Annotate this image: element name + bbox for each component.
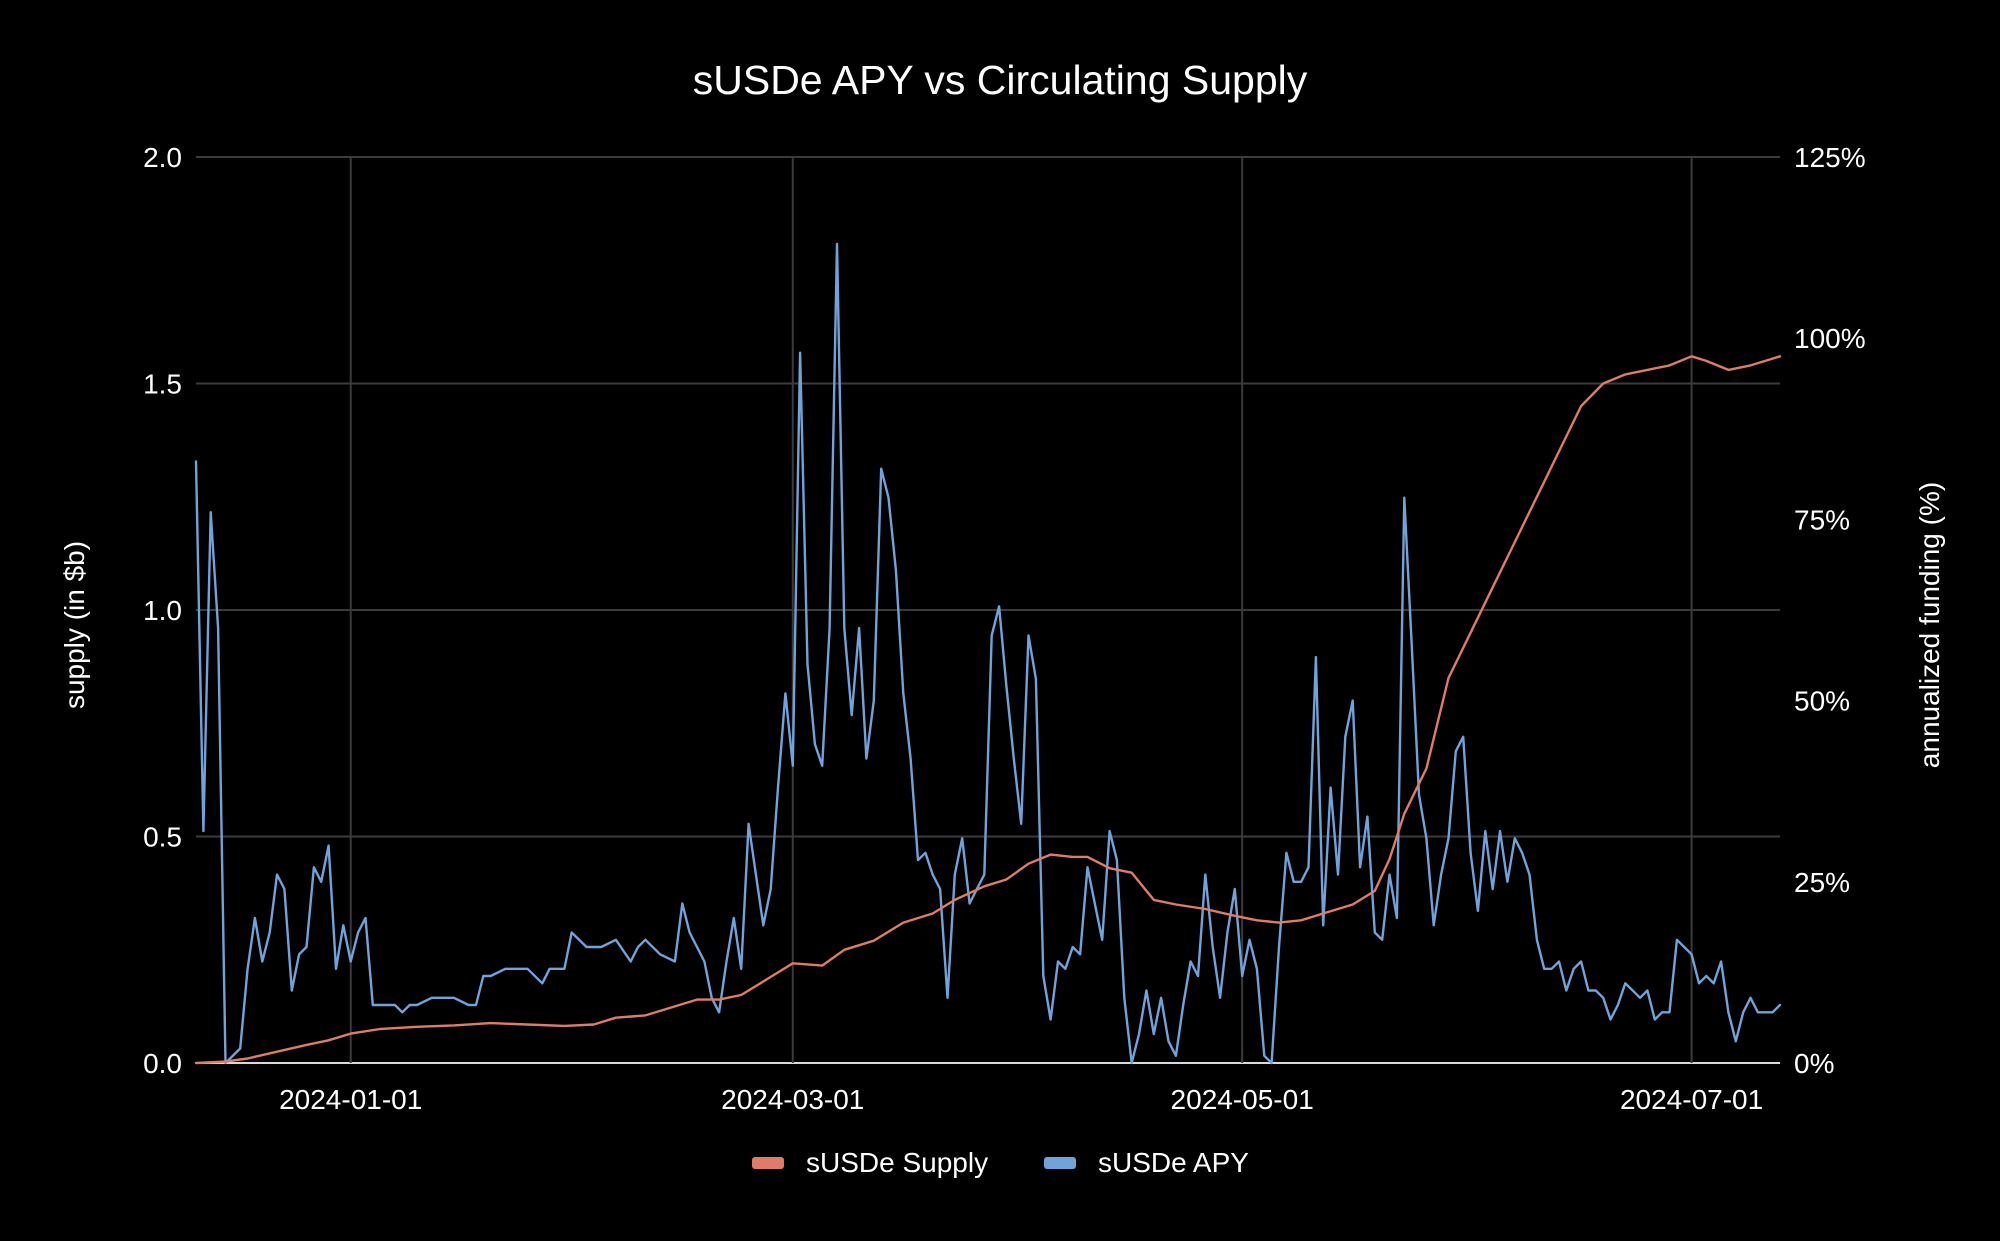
y2-tick-label: 0% [1794,1048,1834,1079]
y-tick-label: 1.5 [143,369,182,400]
y2-tick-label: 100% [1794,323,1866,354]
legend-item-apy[interactable]: sUSDe APY [1044,1147,1249,1178]
legend-label-supply: sUSDe Supply [806,1147,988,1178]
apy-series-line[interactable] [194,242,1782,1065]
x-tick-label: 2024-01-01 [279,1084,422,1115]
y2-axis-label: annualized funding (%) [1914,482,1945,768]
y-tick-label: 0.0 [143,1048,182,1079]
x-tick-label: 2024-07-01 [1620,1084,1763,1115]
y2-tick-label: 75% [1794,504,1850,535]
y-tick-label: 1.0 [143,595,182,626]
legend-swatch-apy [1044,1157,1076,1169]
legend-item-supply[interactable]: sUSDe Supply [752,1147,988,1178]
y2-tick-label: 25% [1794,867,1850,898]
legend-swatch-supply [752,1157,784,1169]
y-axis-label: supply (in $b) [59,541,90,709]
supply-series-line[interactable] [194,355,1782,1065]
y2-tick-label: 125% [1794,142,1866,173]
legend[interactable]: sUSDe Supply sUSDe APY [752,1147,1249,1178]
legend-label-apy: sUSDe APY [1098,1147,1249,1178]
gridlines [196,156,1780,1064]
x-tick-label: 2024-03-01 [721,1084,864,1115]
tick-labels: 0.0 0.5 1.0 1.5 2.0 0% 25% 50% 75% 100% 125% 2024-0… [143,142,1866,1115]
series-layer [194,242,1782,1065]
y-tick-label: 0.5 [143,822,182,853]
chart-title: sUSDe APY vs Circulating Supply [693,57,1308,103]
y2-tick-label: 50% [1794,686,1850,717]
y-tick-label: 2.0 [143,142,182,173]
x-tick-label: 2024-05-01 [1171,1084,1314,1115]
